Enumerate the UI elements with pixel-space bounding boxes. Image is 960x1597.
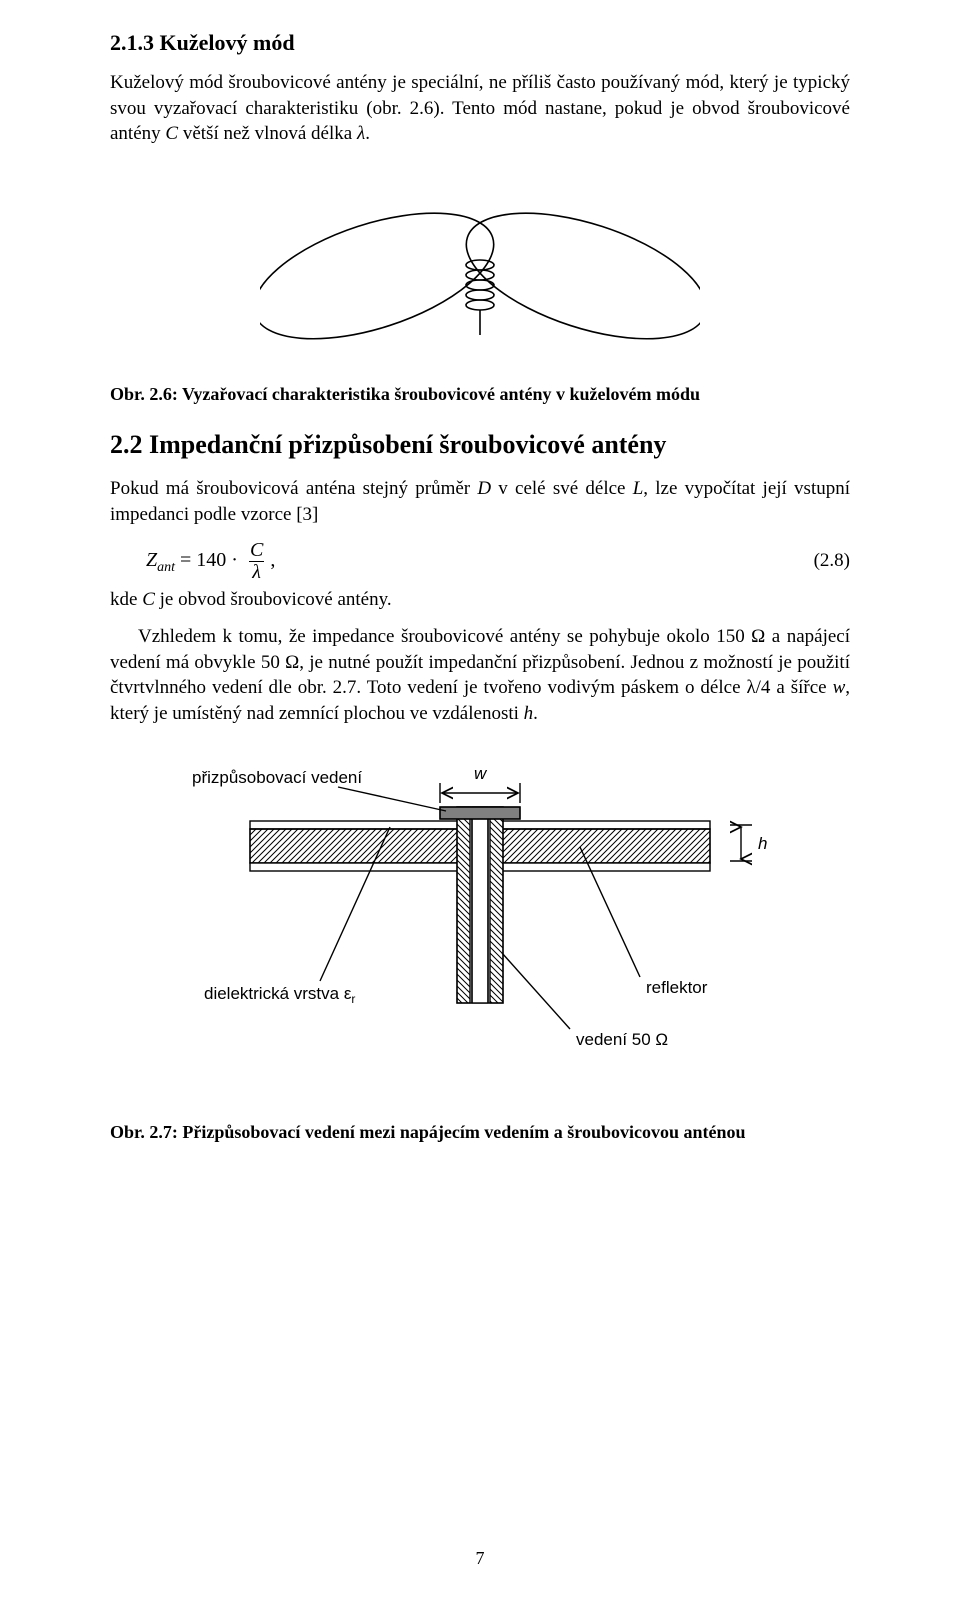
figure-2-6-caption: Obr. 2.6: Vyzařovací charakteristika šro… xyxy=(110,382,850,406)
para-after-eq-2: Vzhledem k tomu, že impedance šroubovico… xyxy=(110,624,850,727)
label-h: h xyxy=(758,834,767,853)
label-dielectric-sub: r xyxy=(351,992,355,1006)
para-213-b: větší než vlnová délka xyxy=(178,123,357,144)
aeq2-h: h xyxy=(524,703,534,724)
label-reflector: reflektor xyxy=(646,978,708,997)
aeq1-b: je obvod šroubovicové antény. xyxy=(155,589,392,610)
aeq1-C: C xyxy=(142,589,155,610)
eq-Z: Z xyxy=(146,549,157,571)
para-22-a: Pokud má šroubovicová anténa stejný prům… xyxy=(110,478,477,499)
eq-frac-den: λ xyxy=(249,561,264,583)
figure-2-7-caption: Obr. 2.7: Přizpůsobovací vedení mezi nap… xyxy=(110,1120,850,1144)
aeq1-a: kde xyxy=(110,589,142,610)
heading-213: 2.1.3 Kuželový mód xyxy=(110,30,850,56)
para-213: Kuželový mód šroubovicové antény je spec… xyxy=(110,70,850,147)
matching-section-diagram-icon: přizpůsobovací vedení w h dielektrická v… xyxy=(170,753,790,1093)
label-dielectric-txt: dielektrická vrstva ε xyxy=(204,984,352,1003)
para-22-b: v celé své délce xyxy=(491,478,633,499)
label-feed: vedení 50 Ω xyxy=(576,1030,668,1049)
eq-sub-ant: ant xyxy=(157,560,175,575)
para-213-c: . xyxy=(365,123,370,144)
eq-fraction: C λ xyxy=(247,540,266,583)
label-matching: přizpůsobovací vedení xyxy=(192,768,362,787)
figure-2-6 xyxy=(110,165,850,360)
para-after-eq-1: kde C je obvod šroubovicové antény. xyxy=(110,587,850,613)
heading-22: 2.2 Impedanční přizpůsobení šroubovicové… xyxy=(110,430,850,460)
para-213-lambda: λ xyxy=(357,123,365,144)
equation-2-8-body: Zant = 140 · C λ , xyxy=(110,540,790,583)
eq-equals: = 140 · xyxy=(180,549,238,571)
para-22-D: D xyxy=(477,478,491,499)
para-22-intro: Pokud má šroubovicová anténa stejný prům… xyxy=(110,476,850,527)
eq-frac-num: C xyxy=(247,540,266,561)
aeq2-w: w xyxy=(833,677,846,698)
equation-2-8-number: (2.8) xyxy=(790,550,850,572)
para-213-C: C xyxy=(165,123,178,144)
aeq2-c: . xyxy=(533,703,538,724)
radiation-pattern-icon xyxy=(260,165,700,355)
eq-trail: , xyxy=(270,549,275,571)
equation-2-8: Zant = 140 · C λ , (2.8) xyxy=(110,540,850,583)
label-dielectric: dielektrická vrstva εr xyxy=(204,984,355,1006)
page-number: 7 xyxy=(0,1548,960,1569)
label-w: w xyxy=(474,764,488,783)
para-22-L: L xyxy=(633,478,644,499)
figure-2-7: přizpůsobovací vedení w h dielektrická v… xyxy=(110,753,850,1098)
aeq2-a: Vzhledem k tomu, že impedance šroubovico… xyxy=(110,626,850,698)
